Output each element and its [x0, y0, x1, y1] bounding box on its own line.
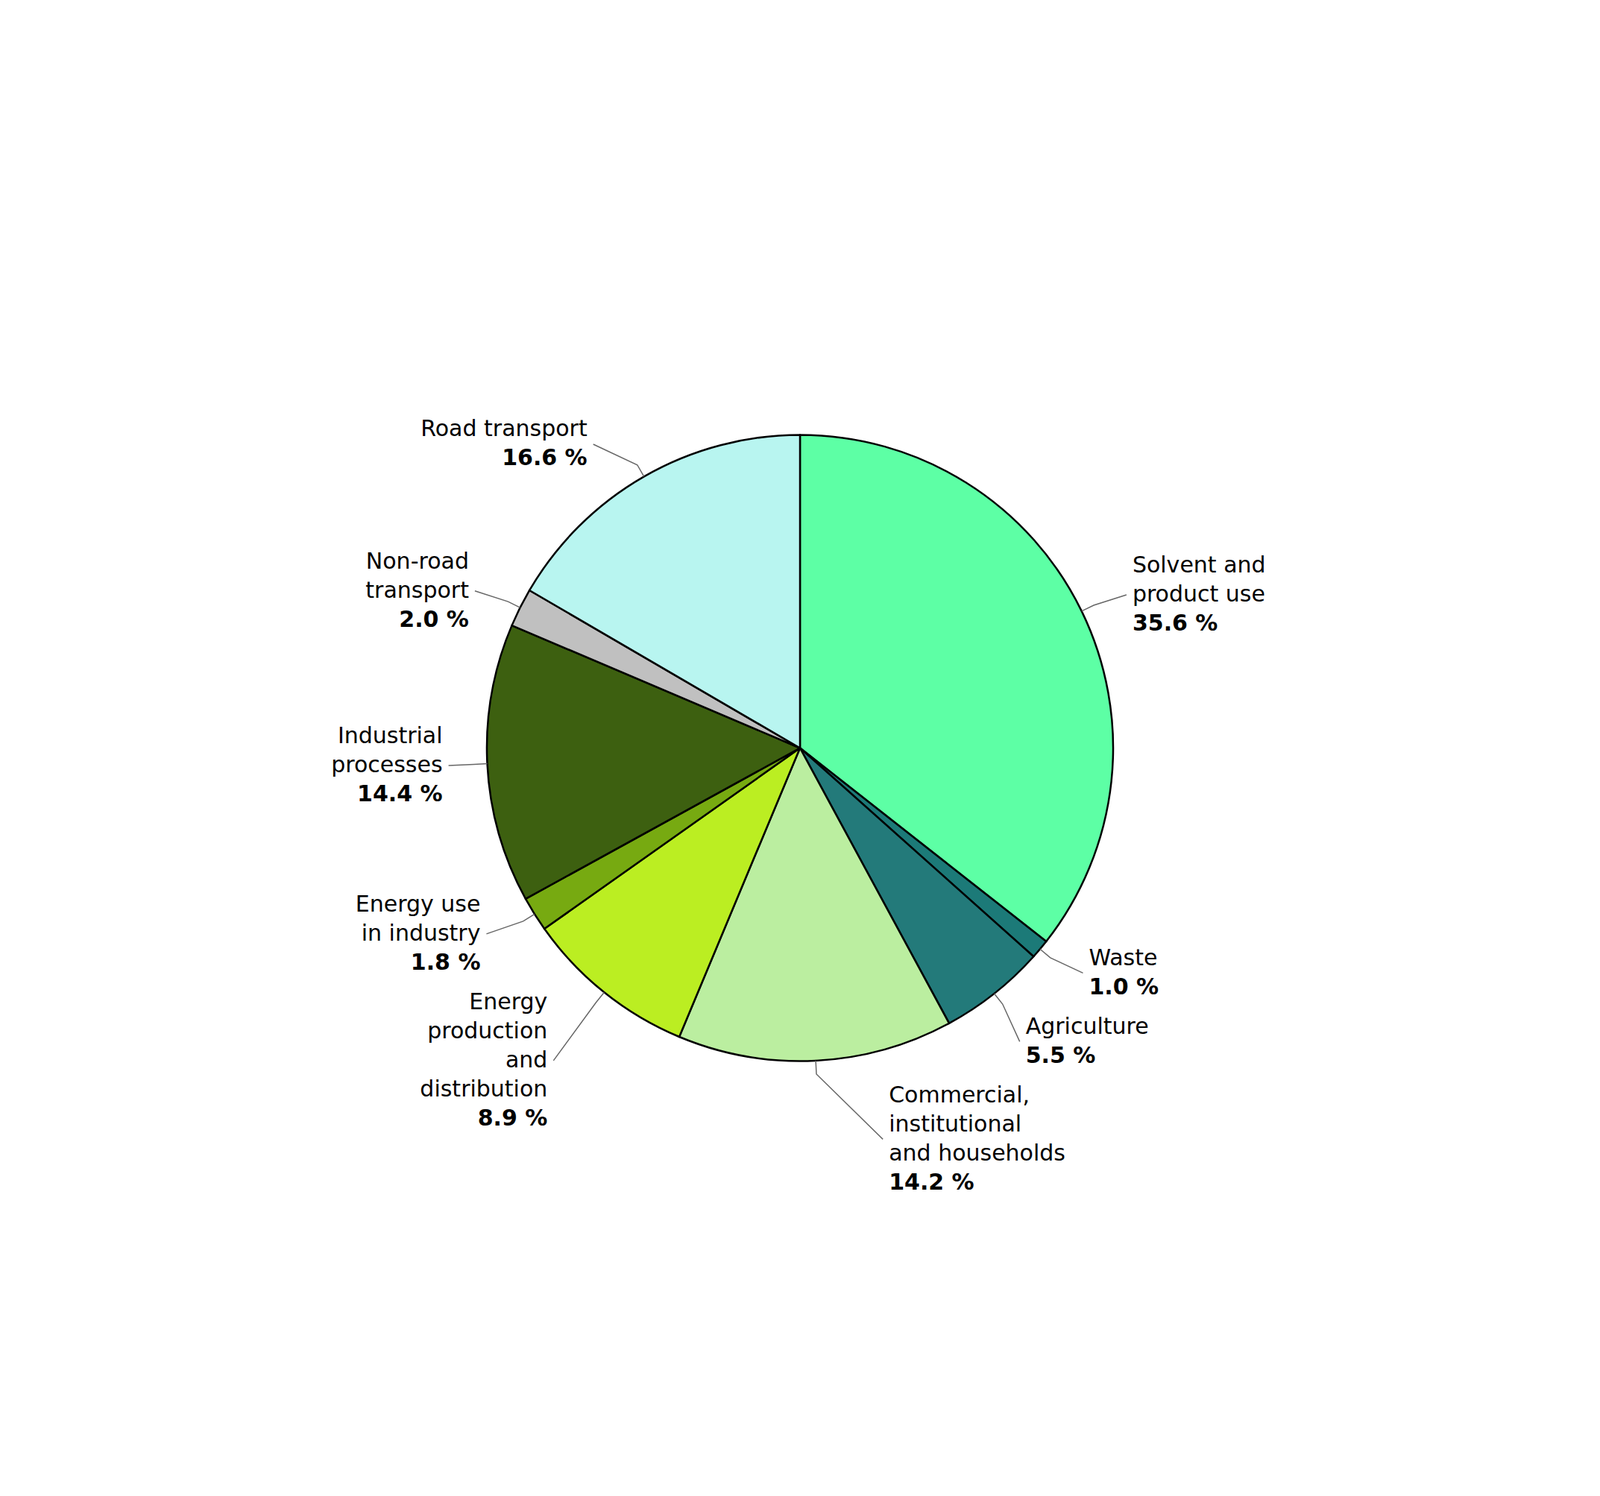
data-label: 2.0 %	[398, 606, 469, 633]
slice-label-line: Road transport	[420, 415, 588, 442]
pie-chart: Solvent andproduct use35.6 % Waste1.0 % Ag…	[0, 0, 1600, 1496]
slice-label: Industrialprocesses	[331, 722, 443, 778]
slice-label-line: institutional	[888, 1110, 1022, 1137]
slice-label: Non-roadtransport	[365, 547, 469, 604]
data-label: 1.8 %	[410, 949, 481, 976]
slice-label-line: Non-road	[366, 547, 469, 575]
background	[0, 0, 1600, 1496]
leader-line	[815, 1060, 883, 1140]
data-label: 16.6 %	[501, 444, 588, 471]
data-label: 1.0 %	[1088, 973, 1159, 1000]
slice-label-line: Energy	[468, 988, 548, 1015]
slice-label-line: production	[427, 1017, 548, 1044]
leader-line	[593, 444, 645, 477]
data-label: 14.4 %	[357, 780, 443, 807]
slice-label-line: Industrial	[337, 722, 443, 749]
slice-label: Road transport	[420, 415, 588, 442]
leader-line	[1081, 594, 1127, 612]
pie-slice	[529, 435, 800, 749]
leader-line	[1040, 949, 1084, 973]
leader-line	[486, 914, 535, 935]
slice-label-line: Energy use	[355, 890, 481, 918]
slice-label: Energyproductionanddistribution	[419, 988, 548, 1102]
slices	[486, 435, 1114, 1062]
slice-label-line: Solvent and	[1132, 551, 1266, 578]
slice-label-line: product use	[1132, 580, 1266, 607]
slice-label-line: and households	[888, 1139, 1066, 1167]
slice-label-line: distribution	[419, 1075, 548, 1102]
slice-label-line: and	[505, 1046, 548, 1073]
leader-lines	[448, 444, 1127, 1140]
slice-label-line: Commercial,	[888, 1081, 1030, 1108]
labels: Solvent andproduct use35.6 % Waste1.0 % Ag…	[331, 415, 1266, 1195]
slice-label: Commercial,institutionaland households	[888, 1081, 1066, 1167]
slice-label-line: in industry	[361, 920, 481, 947]
slice-label-line: transport	[365, 577, 469, 604]
slice-label: Waste	[1088, 944, 1158, 971]
leader-line	[994, 993, 1020, 1042]
slice-label-line: Agriculture	[1025, 1013, 1149, 1040]
slice-label-line: Waste	[1088, 944, 1158, 971]
slice-label-line: processes	[331, 751, 443, 778]
data-label: 5.5 %	[1025, 1042, 1096, 1069]
slice-label: Solvent andproduct use	[1132, 551, 1266, 607]
data-label: 8.9 %	[477, 1104, 548, 1132]
leader-line	[448, 764, 488, 767]
slice-label: Agriculture	[1025, 1013, 1149, 1040]
data-label: 14.2 %	[888, 1169, 975, 1196]
slice-label: Energy usein industry	[355, 890, 481, 947]
data-label: 35.6 %	[1132, 609, 1219, 636]
leader-line	[474, 591, 521, 608]
leader-line	[553, 992, 604, 1061]
